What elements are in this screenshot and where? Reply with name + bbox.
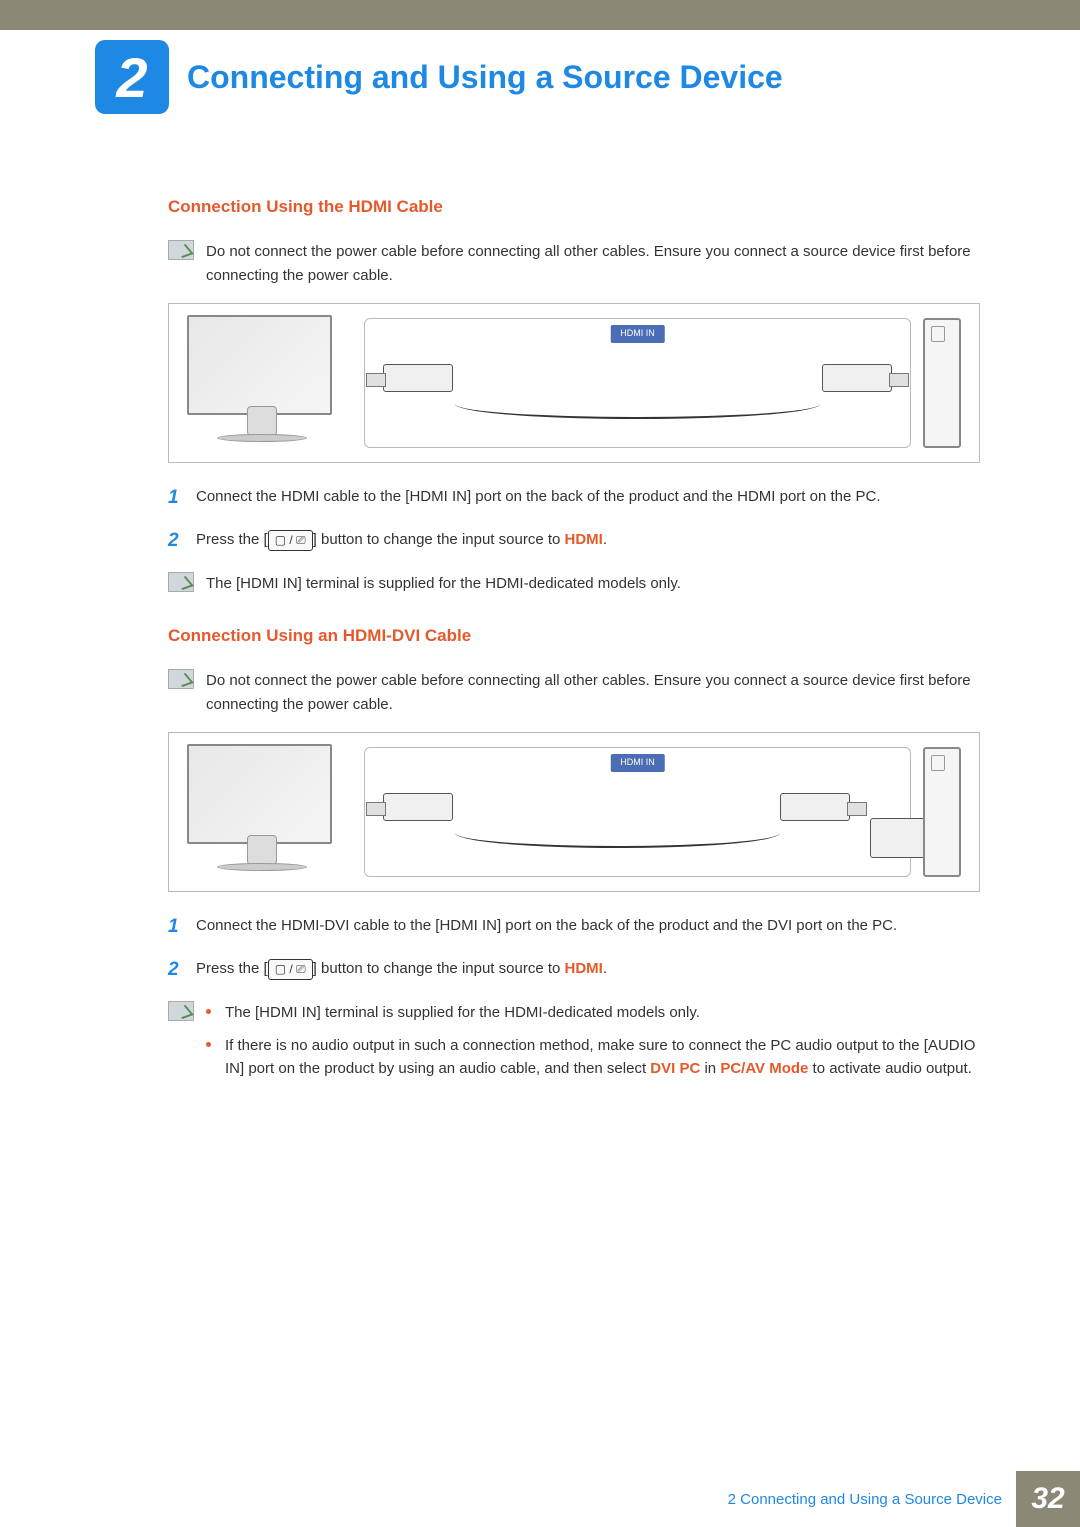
chapter-title: Connecting and Using a Source Device (187, 59, 783, 96)
steps-list-1: 1 Connect the HDMI cable to the [HDMI IN… (168, 483, 980, 556)
bullet-dot-icon (206, 1042, 211, 1047)
step-text: Connect the HDMI cable to the [HDMI IN] … (196, 483, 980, 508)
pc-illustration (923, 318, 961, 448)
note-icon (168, 240, 194, 260)
monitor-illustration (187, 315, 352, 450)
hdmi-diagram: HDMI IN (168, 303, 980, 463)
top-bar (0, 0, 1080, 30)
page-number-badge: 32 (1016, 1471, 1080, 1527)
section-title-hdmi: Connection Using the HDMI Cable (168, 194, 980, 220)
step-number: 1 (168, 912, 196, 941)
note-text: The [HDMI IN] terminal is supplied for t… (206, 572, 980, 595)
source-button-icon: ▢ / ⎚ (268, 959, 313, 980)
step-item: 1 Connect the HDMI cable to the [HDMI IN… (168, 483, 980, 512)
port-label: HDMI IN (610, 754, 665, 772)
chapter-badge: 2 (95, 40, 169, 114)
hdmi-dvi-diagram: HDMI IN (168, 732, 980, 892)
cable-area: HDMI IN (364, 747, 911, 877)
bullet-item: If there is no audio output in such a co… (206, 1034, 980, 1081)
chapter-number: 2 (116, 45, 147, 110)
step-number: 2 (168, 955, 196, 984)
info-note-1: The [HDMI IN] terminal is supplied for t… (168, 572, 980, 595)
step-number: 2 (168, 526, 196, 555)
monitor-illustration (187, 744, 352, 879)
step-item: 2 Press the [▢ / ⎚] button to change the… (168, 526, 980, 555)
bullet-item: The [HDMI IN] terminal is supplied for t… (206, 1001, 980, 1024)
page-content: Connection Using the HDMI Cable Do not c… (0, 114, 1080, 1090)
step-text: Press the [▢ / ⎚] button to change the i… (196, 526, 980, 551)
warning-note-1: Do not connect the power cable before co… (168, 240, 980, 287)
cable-area: HDMI IN (364, 318, 911, 448)
source-button-icon: ▢ / ⎚ (268, 530, 313, 551)
chapter-header: 2 Connecting and Using a Source Device (0, 30, 1080, 114)
section-title-hdmi-dvi: Connection Using an HDMI-DVI Cable (168, 623, 980, 649)
note-icon (168, 572, 194, 592)
info-note-2: The [HDMI IN] terminal is supplied for t… (168, 1001, 980, 1091)
step-text: Press the [▢ / ⎚] button to change the i… (196, 955, 980, 980)
warning-note-2: Do not connect the power cable before co… (168, 669, 980, 716)
steps-list-2: 1 Connect the HDMI-DVI cable to the [HDM… (168, 912, 980, 985)
step-number: 1 (168, 483, 196, 512)
note-icon (168, 1001, 194, 1021)
page-footer: 2 Connecting and Using a Source Device 3… (728, 1471, 1080, 1527)
note-icon (168, 669, 194, 689)
bullet-list: The [HDMI IN] terminal is supplied for t… (206, 1001, 980, 1091)
warning-text: Do not connect the power cable before co… (206, 669, 980, 716)
warning-text: Do not connect the power cable before co… (206, 240, 980, 287)
port-label: HDMI IN (610, 325, 665, 343)
footer-chapter-text: 2 Connecting and Using a Source Device (728, 1491, 1002, 1508)
bullet-dot-icon (206, 1009, 211, 1014)
step-item: 2 Press the [▢ / ⎚] button to change the… (168, 955, 980, 984)
step-item: 1 Connect the HDMI-DVI cable to the [HDM… (168, 912, 980, 941)
step-text: Connect the HDMI-DVI cable to the [HDMI … (196, 912, 980, 937)
pc-illustration (923, 747, 961, 877)
